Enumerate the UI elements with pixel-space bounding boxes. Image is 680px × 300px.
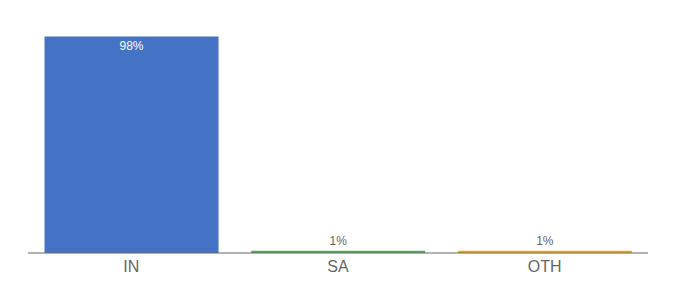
svg-text:SA: SA bbox=[327, 258, 349, 275]
svg-text:1%: 1% bbox=[330, 234, 348, 248]
svg-text:OTH: OTH bbox=[528, 258, 562, 275]
svg-text:1%: 1% bbox=[536, 234, 554, 248]
svg-text:98%: 98% bbox=[120, 39, 144, 53]
svg-text:IN: IN bbox=[123, 258, 139, 275]
